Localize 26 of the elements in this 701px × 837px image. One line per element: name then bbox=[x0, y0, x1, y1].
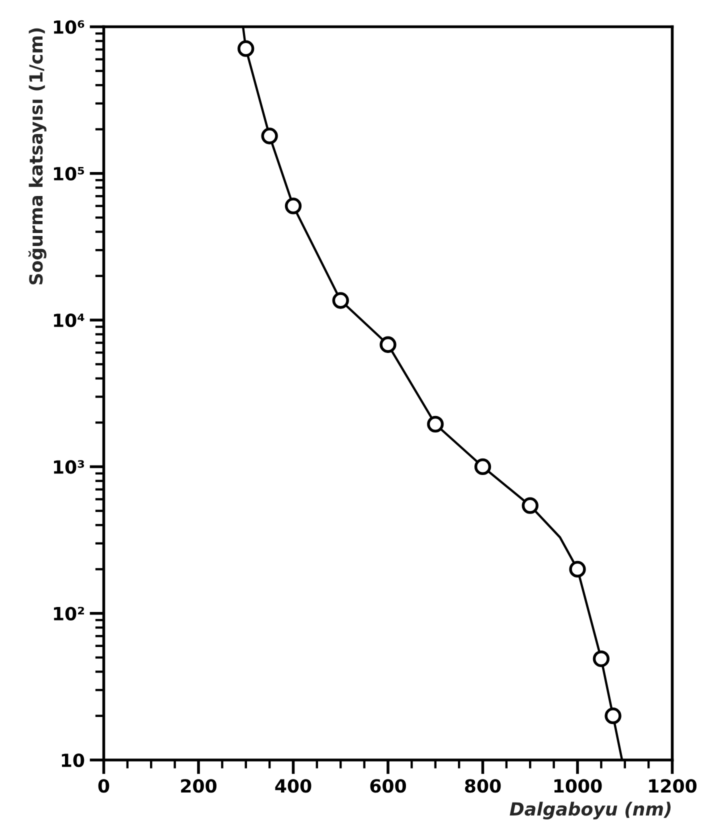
point bbox=[569, 560, 586, 578]
y-tick-label: 10² bbox=[54, 606, 84, 620]
y-tick-label: 10⁵ bbox=[54, 166, 84, 181]
point bbox=[427, 416, 444, 433]
y-tick-label: 10⁴ bbox=[54, 314, 84, 328]
x-axis-title: Dalgaboyu (nm) bbox=[510, 802, 671, 820]
x-tick-label: 1000 bbox=[554, 779, 602, 793]
point bbox=[284, 198, 302, 214]
y-tick-label: 10 bbox=[62, 753, 84, 768]
point bbox=[238, 40, 254, 57]
point bbox=[332, 292, 349, 309]
x-tick-label: 1200 bbox=[649, 779, 697, 793]
x-tick-label: 200 bbox=[181, 779, 216, 793]
y-axis-title: Soğurma katsayısı (1/cm) bbox=[28, 28, 46, 284]
y-tick-label: 10³ bbox=[54, 460, 84, 474]
point bbox=[380, 336, 396, 353]
point bbox=[474, 458, 492, 476]
y-tick-label: 10⁶ bbox=[54, 20, 84, 34]
point bbox=[604, 708, 622, 724]
point bbox=[522, 497, 538, 514]
x-tick-label: 600 bbox=[370, 779, 406, 793]
x-tick-label: 400 bbox=[275, 779, 312, 793]
x-tick-label: 800 bbox=[465, 779, 501, 793]
point bbox=[261, 128, 278, 144]
point bbox=[592, 650, 610, 668]
x-tick-label: 0 bbox=[98, 779, 110, 793]
